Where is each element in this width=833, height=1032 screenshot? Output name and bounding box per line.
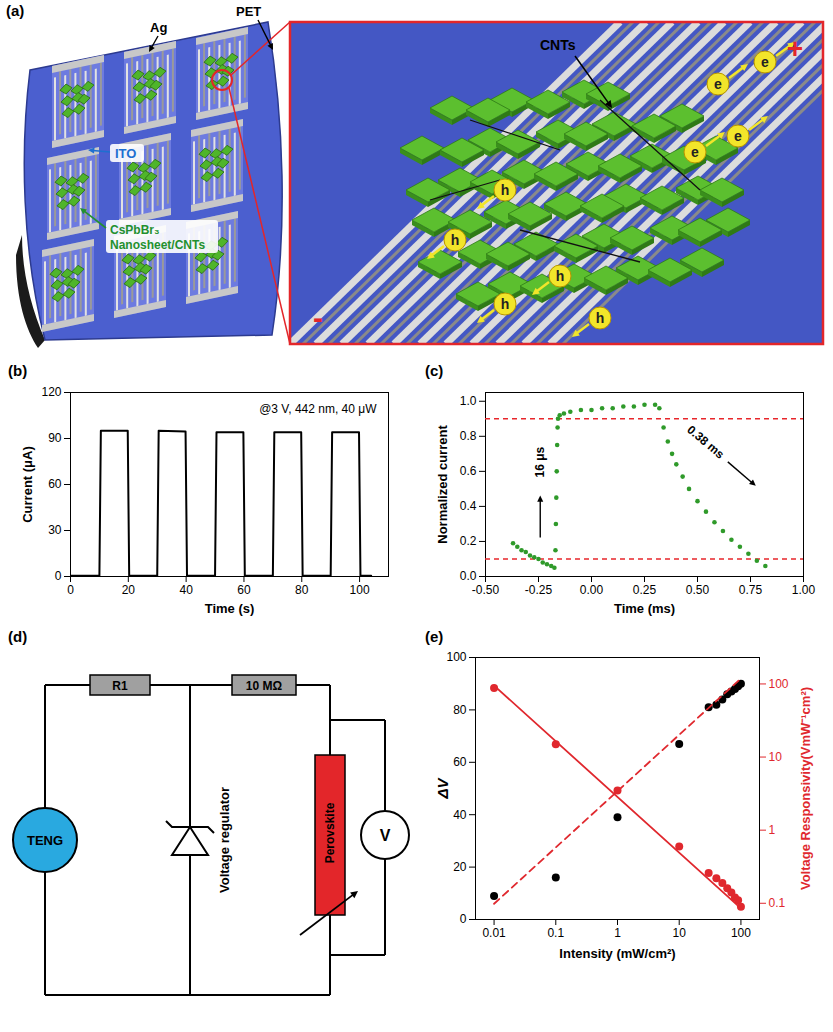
svg-text:40: 40	[453, 808, 467, 822]
svg-text:0.00: 0.00	[580, 583, 604, 597]
svg-text:0: 0	[460, 912, 467, 926]
svg-text:0.1: 0.1	[547, 926, 564, 940]
svg-text:40: 40	[179, 583, 193, 597]
svg-text:CNTs: CNTs	[540, 37, 576, 53]
svg-text:-0.50: -0.50	[472, 583, 500, 597]
svg-text:@3 V, 442 nm, 40 μW: @3 V, 442 nm, 40 μW	[259, 402, 377, 416]
svg-text:-: -	[313, 301, 323, 334]
svg-text:80: 80	[295, 583, 309, 597]
svg-text:R1: R1	[112, 679, 128, 693]
svg-text:1.0: 1.0	[460, 394, 477, 408]
svg-text:-0.25: -0.25	[525, 583, 553, 597]
svg-text:16 μs: 16 μs	[533, 446, 547, 477]
svg-text:Ag: Ag	[150, 20, 167, 35]
svg-text:e: e	[761, 54, 769, 70]
svg-text:10 MΩ: 10 MΩ	[246, 679, 283, 693]
svg-text:1: 1	[614, 926, 621, 940]
svg-text:100: 100	[350, 583, 370, 597]
svg-text:30: 30	[48, 523, 62, 537]
html-text:(a): (a)	[6, 2, 25, 19]
svg-text:h: h	[596, 310, 605, 326]
svg-text:PET: PET	[236, 4, 261, 19]
svg-text:0.01: 0.01	[482, 926, 506, 940]
svg-text:10: 10	[673, 926, 687, 940]
svg-text:0.6: 0.6	[460, 464, 477, 478]
svg-text:0.25: 0.25	[633, 583, 657, 597]
svg-text:0: 0	[67, 583, 74, 597]
svg-text:h: h	[451, 232, 460, 248]
html-text:(d): (d)	[8, 628, 28, 645]
svg-text:100: 100	[446, 650, 466, 664]
svg-text:TENG: TENG	[27, 833, 63, 848]
html-text:(c): (c)	[425, 362, 444, 379]
svg-text:60: 60	[453, 755, 467, 769]
svg-text:0.4: 0.4	[460, 499, 477, 513]
html-text:(b): (b)	[8, 362, 28, 379]
svg-text:Perovskite: Perovskite	[323, 802, 337, 863]
svg-text:Time (s): Time (s)	[205, 601, 255, 616]
svg-text:Normalized current: Normalized current	[435, 425, 450, 544]
svg-text:60: 60	[48, 477, 62, 491]
svg-text:1: 1	[769, 823, 776, 837]
svg-text:0.2: 0.2	[460, 534, 477, 548]
svg-text:e: e	[734, 128, 742, 144]
svg-text:ITO: ITO	[115, 146, 136, 161]
svg-text:h: h	[501, 182, 510, 198]
svg-text:0.50: 0.50	[686, 583, 710, 597]
svg-text:Voltage regulator: Voltage regulator	[217, 787, 232, 893]
svg-text:0.38 ms: 0.38 ms	[684, 422, 727, 461]
svg-text:0: 0	[55, 569, 62, 583]
svg-text:20: 20	[122, 583, 136, 597]
svg-text:1.00: 1.00	[792, 583, 816, 597]
svg-text:Voltage Responsivity(VmW⁻¹cm²): Voltage Responsivity(VmW⁻¹cm²)	[798, 687, 813, 890]
svg-text:90: 90	[48, 431, 62, 445]
svg-text:0.75: 0.75	[739, 583, 763, 597]
svg-text:100: 100	[769, 677, 789, 691]
svg-text:h: h	[501, 296, 510, 312]
html-text:(e): (e)	[425, 628, 444, 645]
svg-text:ΔV: ΔV	[434, 776, 451, 799]
svg-text:CsPbBr₃: CsPbBr₃	[110, 223, 160, 237]
svg-text:10: 10	[769, 750, 783, 764]
svg-text:Intensity (mW/cm²): Intensity (mW/cm²)	[559, 946, 675, 961]
svg-text:Time (ms): Time (ms)	[614, 601, 675, 616]
svg-text:0.1: 0.1	[769, 896, 786, 910]
svg-text:120: 120	[41, 385, 61, 399]
svg-text:0.8: 0.8	[460, 429, 477, 443]
svg-text:e: e	[691, 144, 699, 160]
svg-text:Nanosheet/CNTs: Nanosheet/CNTs	[110, 238, 205, 252]
svg-text:e: e	[714, 76, 722, 92]
svg-text:V: V	[380, 827, 391, 844]
svg-text:Current (μA): Current (μA)	[20, 446, 35, 523]
svg-text:h: h	[556, 268, 565, 284]
svg-text:100: 100	[731, 926, 751, 940]
svg-text:0.0: 0.0	[460, 569, 477, 583]
svg-text:+: +	[787, 33, 803, 64]
svg-text:60: 60	[237, 583, 251, 597]
svg-text:20: 20	[453, 860, 467, 874]
svg-text:80: 80	[453, 703, 467, 717]
